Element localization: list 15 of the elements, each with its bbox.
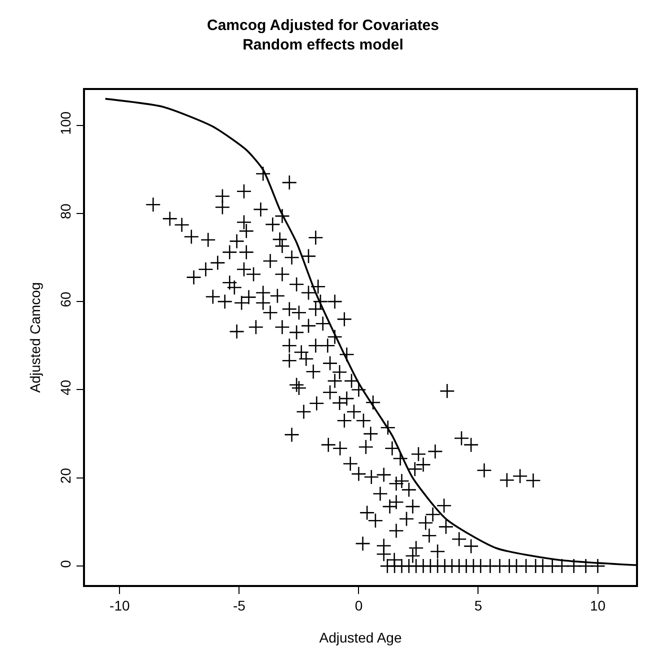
y-axis-title: Adjusted Camcog [26,282,43,393]
y-tick-label: 80 [58,203,74,220]
chart-subtitle: Random effects model [242,36,404,54]
x-tick-label: 0 [354,598,363,614]
y-tick-label: 60 [58,291,74,308]
x-tick-label: -10 [110,598,130,614]
y-tick-label: 20 [58,468,74,484]
y-tick-label: 40 [58,380,74,396]
y-tick-label: 100 [58,111,74,135]
x-axis-title: Adjusted Age [319,629,402,646]
x-tick-label: 5 [474,598,482,614]
x-tick-label: 10 [590,598,606,614]
x-tick-label: -5 [232,598,246,614]
chart-title: Camcog Adjusted for Covariates [207,16,439,34]
y-tick-label: 0 [58,560,74,568]
